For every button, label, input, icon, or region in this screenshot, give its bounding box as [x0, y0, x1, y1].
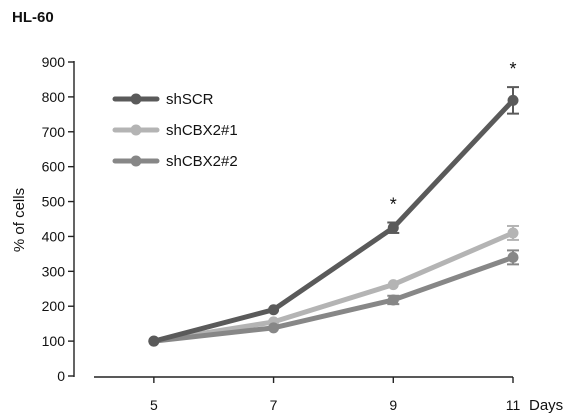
data-point — [507, 251, 519, 263]
y-tick-label: 400 — [42, 228, 66, 244]
x-tick-label: 7 — [270, 397, 278, 413]
series-line — [151, 97, 516, 344]
series-line — [151, 254, 516, 344]
y-tick-label: 200 — [42, 298, 66, 314]
x-tick-label: 5 — [150, 397, 158, 413]
data-point — [268, 322, 280, 334]
legend-label: shCBX2#1 — [166, 122, 238, 139]
significance-marker: * — [509, 59, 516, 79]
legend-swatch-marker — [130, 155, 142, 167]
y-tick-label: 900 — [42, 54, 66, 70]
data-point — [507, 94, 519, 106]
legend-item: shCBX2#2 — [112, 153, 238, 170]
y-tick-label: 100 — [42, 333, 66, 349]
x-axis-title: Days — [529, 397, 563, 414]
legend-item: shCBX2#1 — [112, 122, 238, 139]
series-layer — [148, 86, 519, 347]
legend-swatch-marker — [130, 93, 142, 105]
data-point — [387, 279, 399, 291]
y-tick-label: 300 — [42, 263, 66, 279]
y-axis-title: % of cells — [11, 188, 28, 252]
legend-label: shSCR — [166, 91, 214, 108]
x-ticks: 5 7 9 11 — [150, 377, 521, 413]
data-point — [387, 294, 399, 306]
y-tick-label: 600 — [42, 159, 66, 175]
chart-title: HL-60 — [12, 9, 54, 26]
y-tick-label: 500 — [42, 194, 66, 210]
y-tick-label: 0 — [57, 368, 65, 384]
x-tick-label: 11 — [506, 397, 521, 413]
x-tick-label: 9 — [389, 397, 397, 413]
significance-marker: * — [390, 194, 397, 214]
data-point — [507, 227, 519, 239]
y-ticks: 0 100 200 300 400 500 600 700 800 900 — [42, 54, 74, 384]
axes: 0 100 200 300 400 500 600 700 800 900 5 7 9 11 — [42, 54, 521, 413]
data-point — [387, 222, 399, 234]
y-tick-label: 700 — [42, 124, 66, 140]
series-shSCR — [148, 86, 519, 347]
data-point — [148, 335, 160, 347]
y-tick-label: 800 — [42, 89, 66, 105]
legend-swatch-marker — [130, 124, 142, 136]
legend-item: shSCR — [112, 91, 214, 108]
series-line — [151, 230, 516, 344]
legend-label: shCBX2#2 — [166, 153, 238, 170]
annotation-layer: ** — [390, 59, 517, 214]
legend: shSCR shCBX2#1 shCBX2#2 — [112, 91, 238, 170]
data-point — [268, 304, 280, 316]
